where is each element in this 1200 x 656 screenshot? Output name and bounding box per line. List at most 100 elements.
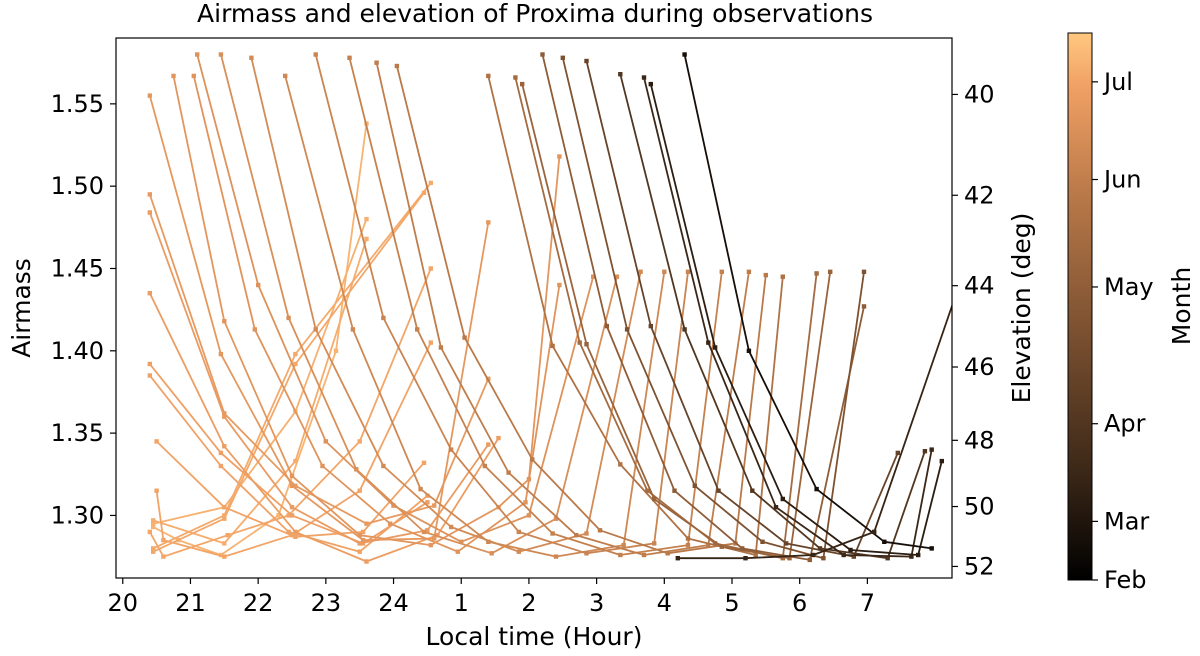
data-point	[841, 552, 846, 558]
data-point	[530, 457, 535, 462]
y-tick-label: 1.35	[51, 419, 104, 447]
x-axis: 20 21 22 23 24 1 2 3 4 5 6 7	[107, 578, 875, 617]
data-point	[618, 552, 623, 558]
data-point	[885, 556, 890, 561]
series-line	[148, 292, 500, 563]
series-26	[520, 81, 833, 561]
series-31	[641, 75, 934, 559]
data-point	[652, 496, 657, 502]
data-point	[662, 269, 667, 274]
data-point	[222, 319, 227, 324]
y2-tick-label: 44	[964, 272, 995, 300]
data-point	[147, 93, 152, 98]
data-point	[763, 272, 768, 278]
x-tick-label: 6	[792, 589, 807, 617]
data-point	[151, 546, 156, 551]
data-point	[922, 449, 928, 454]
series-27	[540, 52, 867, 563]
data-point	[147, 373, 152, 378]
data-point	[147, 361, 152, 367]
series-15	[191, 73, 562, 554]
series-line	[643, 77, 933, 558]
series-line	[149, 268, 432, 558]
data-point	[553, 554, 559, 559]
data-point	[597, 528, 603, 533]
data-point	[618, 72, 623, 77]
data-point	[360, 537, 366, 543]
data-point	[584, 58, 589, 64]
data-point	[249, 55, 254, 60]
data-point	[293, 361, 298, 367]
series-line	[585, 60, 899, 558]
y-tick-label: 1.45	[51, 254, 104, 282]
data-point	[421, 190, 427, 195]
data-point	[455, 549, 460, 554]
data-point	[276, 513, 281, 518]
series-line	[155, 342, 432, 558]
data-point	[712, 345, 718, 350]
series-3	[151, 180, 433, 551]
data-point	[574, 533, 579, 538]
data-point	[526, 513, 532, 518]
data-point	[357, 488, 362, 493]
data-point	[289, 473, 295, 479]
y2-axis: 40 42 44 46 48 50 52	[952, 80, 995, 580]
data-point	[161, 554, 166, 559]
data-point	[415, 327, 420, 332]
data-point	[256, 282, 261, 288]
data-point	[618, 462, 623, 467]
data-point	[821, 556, 826, 561]
data-point	[685, 536, 691, 541]
y-axis-label: Airmass	[7, 258, 36, 358]
data-point	[289, 513, 295, 518]
data-point	[323, 439, 328, 444]
data-point	[428, 340, 433, 345]
data-point	[489, 551, 494, 556]
chart-title: Airmass and elevation of Proxima during …	[197, 0, 873, 28]
data-point	[861, 304, 867, 309]
data-point	[381, 463, 386, 469]
data-point	[550, 531, 555, 536]
y2-tick-label: 42	[964, 181, 995, 209]
data-point	[496, 435, 501, 441]
data-point	[550, 343, 555, 349]
data-point	[740, 546, 745, 551]
y-tick-label: 1.50	[51, 172, 104, 200]
data-point	[151, 518, 156, 523]
data-point	[432, 503, 437, 508]
data-point	[584, 531, 589, 536]
data-point	[222, 505, 227, 510]
data-point	[814, 486, 819, 492]
data-point	[760, 539, 765, 544]
data-point	[787, 556, 792, 561]
data-point	[706, 340, 711, 345]
data-point	[225, 533, 230, 538]
data-point	[357, 533, 362, 538]
data-point	[675, 556, 680, 561]
data-point	[784, 541, 789, 546]
series-line	[649, 83, 943, 556]
series-12	[147, 192, 491, 526]
series-7	[154, 439, 427, 539]
data-point	[313, 327, 318, 332]
series-29	[584, 58, 900, 559]
data-point	[293, 483, 298, 488]
series-line	[619, 73, 926, 560]
data-point	[286, 315, 291, 321]
data-point	[293, 529, 298, 535]
series-layer	[147, 52, 952, 564]
x-tick-label: 20	[107, 589, 138, 617]
data-point	[486, 220, 491, 225]
data-point	[364, 236, 369, 242]
y2-tick-label: 40	[964, 80, 995, 108]
data-point	[672, 488, 677, 493]
data-point	[147, 210, 152, 215]
data-point	[428, 180, 433, 186]
data-point	[333, 348, 339, 353]
data-point	[807, 557, 812, 563]
data-point	[780, 274, 785, 279]
data-point	[652, 541, 657, 546]
series-4	[151, 190, 427, 554]
data-point	[773, 505, 779, 510]
